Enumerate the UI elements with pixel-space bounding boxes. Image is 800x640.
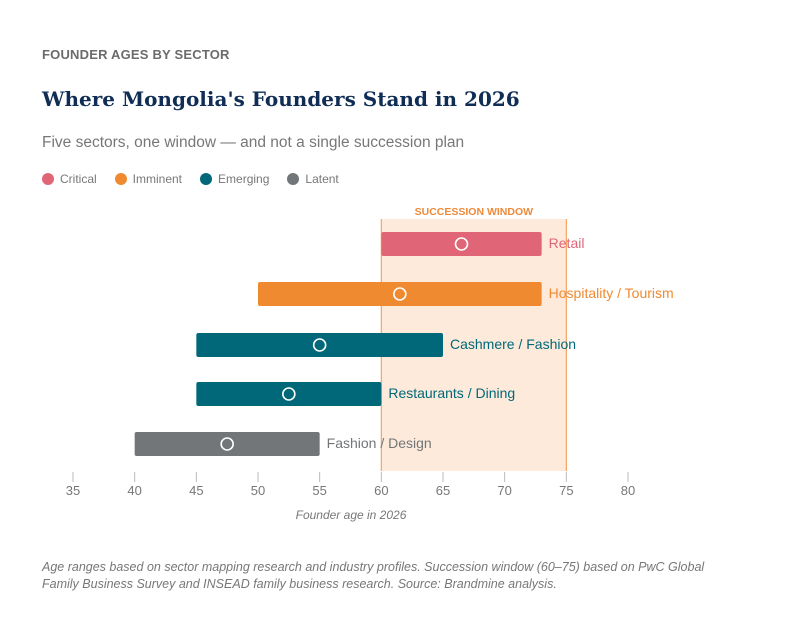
bar-label: Retail <box>549 235 585 251</box>
x-tick-label: 40 <box>127 483 141 498</box>
legend-dot-icon <box>42 173 54 185</box>
median-marker <box>282 387 296 401</box>
succession-window-label: SUCCESSION WINDOW <box>415 206 534 218</box>
range-bar <box>196 333 443 357</box>
legend-item-critical: Critical <box>42 172 97 186</box>
legend-dot-icon <box>200 173 213 185</box>
median-marker <box>220 437 234 451</box>
x-tick-label: 45 <box>189 483 203 498</box>
legend-item-emerging: Emerging <box>200 172 269 186</box>
median-marker <box>454 237 469 251</box>
x-tick-label: 65 <box>436 483 450 498</box>
chart-kicker: FOUNDER AGES BY SECTOR <box>42 47 230 62</box>
x-tick-label: 70 <box>497 483 511 498</box>
legend-dot-icon <box>114 173 127 185</box>
x-tick-label: 60 <box>374 483 388 498</box>
legend-label: Latent <box>305 172 339 186</box>
x-tick-label: 35 <box>66 483 80 498</box>
x-tick-label: 80 <box>621 483 635 498</box>
legend-label: Emerging <box>218 172 270 186</box>
footnote: Age ranges based on sector mapping resea… <box>42 560 705 591</box>
legend-label: Critical <box>60 172 97 186</box>
x-tick-label: 50 <box>251 483 265 498</box>
bar-label: Restaurants / Dining <box>388 385 515 401</box>
bar-label: Fashion / Design <box>327 435 432 451</box>
range-bar <box>196 382 382 406</box>
median-marker <box>312 338 327 352</box>
range-bar <box>258 282 542 306</box>
range-bar <box>381 232 542 256</box>
x-tick-label: 75 <box>559 483 573 498</box>
chart-title: Where Mongolia's Founders Stand in 2026 <box>42 87 520 111</box>
chart-subtitle: Five sectors, one window — and not a sin… <box>42 134 465 151</box>
median-marker <box>393 287 407 301</box>
bar-label: Hospitality / Tourism <box>549 285 674 301</box>
legend-item-imminent: Imminent <box>114 172 183 186</box>
range-bar <box>134 432 320 456</box>
legend: Critical Imminent Emerging Latent <box>42 172 339 186</box>
bar-label: Cashmere / Fashion <box>450 336 576 352</box>
x-axis-label: Founder age in 2026 <box>296 508 407 522</box>
legend-dot-icon <box>287 173 300 185</box>
legend-item-latent: Latent <box>287 172 339 186</box>
legend-label: Imminent <box>132 172 183 186</box>
x-tick-label: 55 <box>312 483 326 498</box>
